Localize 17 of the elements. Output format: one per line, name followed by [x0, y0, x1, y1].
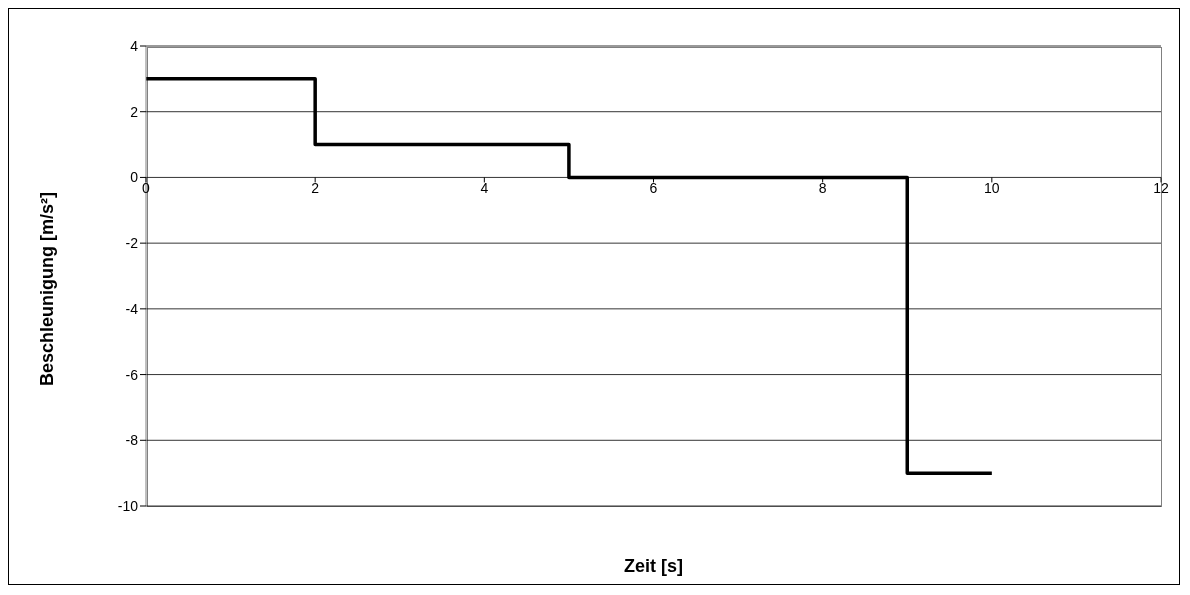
- y-tick-label: -2: [125, 235, 139, 252]
- y-tick-label: -10: [117, 497, 139, 514]
- y-tick-label: -8: [125, 432, 139, 449]
- x-tick-label: 10: [984, 180, 1000, 197]
- x-tick-label: 0: [142, 180, 151, 197]
- x-tick-label: 8: [818, 180, 827, 197]
- x-tick-label: 12: [1153, 180, 1169, 197]
- y-tick-label: 0: [130, 169, 139, 186]
- x-axis-title: Zeit [s]: [623, 556, 684, 576]
- y-tick-label: -4: [125, 300, 139, 317]
- y-tick-label: 4: [130, 37, 139, 54]
- y-tick-label: 2: [130, 103, 139, 120]
- x-tick-label: 6: [649, 180, 658, 197]
- y-axis-title: Beschleunigung [m/s²]: [37, 191, 58, 386]
- x-tick-label: 2: [311, 180, 320, 197]
- y-tick-label: -6: [125, 366, 139, 383]
- x-tick-label: 4: [480, 180, 489, 197]
